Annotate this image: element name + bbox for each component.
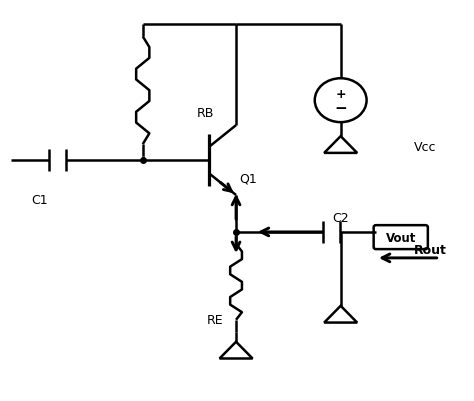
Text: RE: RE bbox=[206, 314, 223, 326]
Text: Vcc: Vcc bbox=[414, 140, 436, 153]
Text: Q1: Q1 bbox=[239, 172, 257, 185]
Text: Vout: Vout bbox=[386, 231, 416, 244]
Text: Rout: Rout bbox=[414, 244, 447, 257]
Text: RB: RB bbox=[197, 106, 214, 119]
FancyBboxPatch shape bbox=[374, 226, 428, 249]
Text: +: + bbox=[336, 88, 346, 101]
Text: C2: C2 bbox=[332, 211, 349, 225]
Text: −: − bbox=[334, 101, 347, 116]
Text: C1: C1 bbox=[31, 194, 47, 207]
